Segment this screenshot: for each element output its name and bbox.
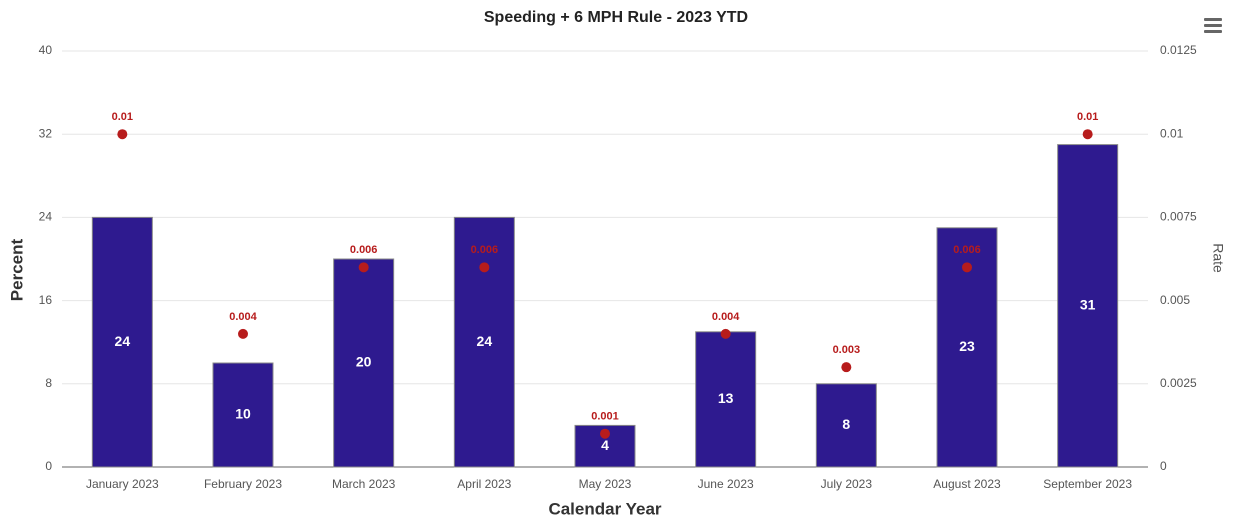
rate-point xyxy=(117,129,128,140)
y-tick-label: 0 xyxy=(45,459,52,473)
bar xyxy=(453,216,515,468)
x-tick-label: July 2023 xyxy=(821,477,873,491)
rate-point xyxy=(720,328,731,339)
rate-point xyxy=(1082,129,1093,140)
bar-value-label: 24 xyxy=(477,333,493,349)
rate-value-label: 0.001 xyxy=(591,411,619,423)
rate-value-label: 0.004 xyxy=(229,311,257,323)
y-tick-label: 8 xyxy=(45,376,52,390)
y2-tick-label: 0.01 xyxy=(1160,126,1184,140)
x-tick-label: June 2023 xyxy=(698,477,754,491)
x-tick-label: April 2023 xyxy=(457,477,511,491)
rate-point xyxy=(358,262,369,273)
rate-point xyxy=(841,362,852,373)
y-tick-label: 32 xyxy=(39,126,53,140)
bar xyxy=(212,362,274,468)
x-tick-label: January 2023 xyxy=(86,477,159,491)
y2-tick-label: 0.005 xyxy=(1160,293,1190,307)
bar-value-label: 10 xyxy=(235,406,251,422)
bar xyxy=(91,216,153,468)
y-axis-title: Percent xyxy=(7,238,26,301)
y2-axis-title: Rate xyxy=(1210,243,1226,273)
x-tick-label: March 2023 xyxy=(332,477,396,491)
bar-value-label: 8 xyxy=(842,416,850,432)
bar-value-label: 23 xyxy=(959,338,975,354)
bar xyxy=(1057,144,1119,468)
rate-point xyxy=(479,262,490,273)
y2-tick-label: 0.0025 xyxy=(1160,376,1197,390)
rate-point xyxy=(962,262,972,273)
y-tick-label: 40 xyxy=(39,43,53,57)
rate-value-label: 0.006 xyxy=(471,244,499,256)
rate-point xyxy=(600,428,610,439)
x-tick-label: May 2023 xyxy=(579,477,632,491)
chart-title: Speeding + 6 MPH Rule - 2023 YTD xyxy=(484,9,748,26)
menu-line xyxy=(1204,24,1222,27)
y-tick-label: 16 xyxy=(39,293,53,307)
bar xyxy=(815,383,877,468)
y2-tick-label: 0 xyxy=(1160,459,1167,473)
bar-value-label: 20 xyxy=(356,354,372,370)
menu-line xyxy=(1204,18,1222,21)
x-tick-label: September 2023 xyxy=(1043,477,1132,491)
bar xyxy=(333,258,395,468)
menu-button[interactable] xyxy=(1204,18,1222,33)
rate-value-label: 0.01 xyxy=(1077,111,1098,123)
bar xyxy=(695,331,757,468)
x-axis-title: Calendar Year xyxy=(548,499,661,518)
rate-value-label: 0.004 xyxy=(712,311,740,323)
bar-value-label: 24 xyxy=(115,333,131,349)
y-tick-label: 24 xyxy=(39,210,53,224)
y2-tick-label: 0.0075 xyxy=(1160,210,1197,224)
menu-line xyxy=(1204,30,1222,33)
bar-value-label: 13 xyxy=(718,390,734,406)
bar-value-label: 31 xyxy=(1080,297,1096,313)
rate-value-label: 0.01 xyxy=(112,111,133,123)
bar-value-label: 4 xyxy=(601,437,609,453)
rate-value-label: 0.003 xyxy=(833,344,861,356)
y2-tick-label: 0.0125 xyxy=(1160,43,1197,57)
rate-point xyxy=(238,328,248,339)
rate-value-label: 0.006 xyxy=(350,244,378,256)
rate-value-label: 0.006 xyxy=(953,244,981,256)
x-tick-label: August 2023 xyxy=(933,477,1001,491)
x-tick-label: February 2023 xyxy=(204,477,282,491)
